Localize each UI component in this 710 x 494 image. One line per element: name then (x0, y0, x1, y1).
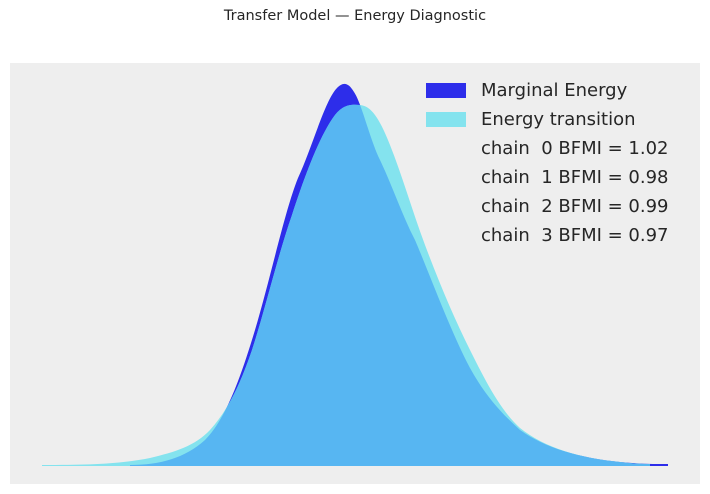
energy-transition-swatch-icon (426, 112, 466, 127)
bfmi-label: chain 2 BFMI = 0.99 (481, 196, 669, 217)
legend-label: Energy transition (481, 109, 636, 130)
overlap-area (130, 104, 650, 466)
legend-label: Marginal Energy (481, 80, 628, 101)
marginal-energy-swatch-icon (426, 83, 466, 98)
bfmi-label: chain 3 BFMI = 0.97 (481, 225, 669, 246)
bfmi-label: chain 0 BFMI = 1.02 (481, 138, 669, 159)
bfmi-label: chain 1 BFMI = 0.98 (481, 167, 669, 188)
chart-title: Transfer Model — Energy Diagnostic (223, 8, 487, 24)
